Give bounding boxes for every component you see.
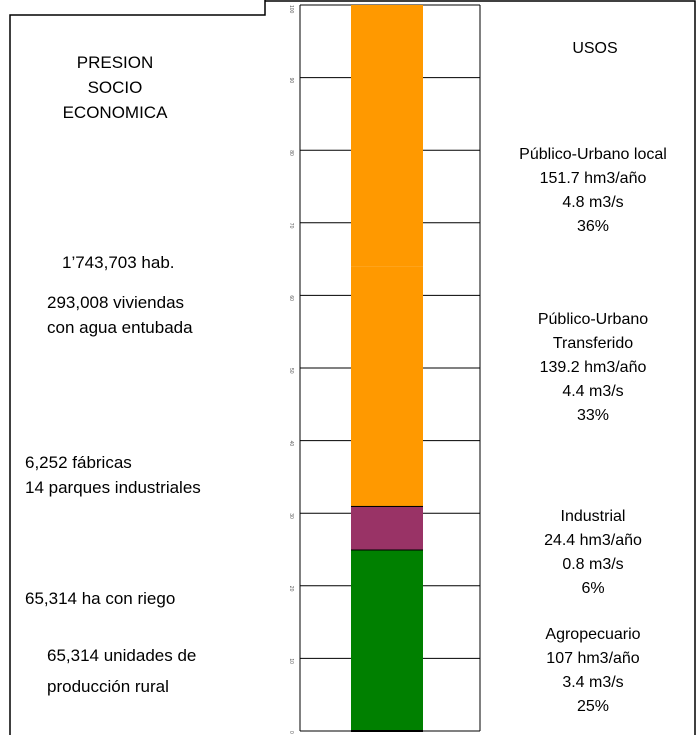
y-tick-label: 90 [288, 78, 294, 84]
right-title: USOS [572, 40, 618, 57]
bar-segment [351, 505, 423, 550]
value-label: 36% [576, 218, 610, 235]
usage-name: Público-Urbano local [519, 146, 667, 163]
annotation: 293,008 viviendas [47, 293, 185, 312]
usage-block: Industrial 24.4 hm3/año 0.8 m3/s 6% [498, 505, 688, 601]
usage-block: Agropecuario 107 hm3/año 3.4 m3/s 25% [498, 623, 688, 719]
usage-volume: 24.4 hm3/año [544, 532, 642, 549]
annotation: 65,314 unidades de [47, 646, 197, 665]
bar-segment [351, 266, 423, 506]
left-title: PRESION SOCIO ECONOMICA [62, 53, 168, 122]
frame [9, 0, 266, 735]
usage-name: Industrial [560, 508, 626, 525]
y-tick-label: 20 [288, 586, 294, 592]
value-label: 6% [581, 580, 605, 597]
y-tick-label: 0 [288, 731, 294, 734]
value-label: 33% [576, 407, 610, 424]
usage-name: Agropecuario [545, 626, 641, 643]
annotation: 1’743,703 hab. [62, 253, 175, 272]
usage-name: Público-Urbano Transferido [537, 311, 649, 352]
usage-volume: 139.2 hm3/año [539, 359, 647, 376]
value-label: 25% [576, 698, 610, 715]
usage-flow: 4.4 m3/s [562, 383, 624, 400]
y-tick-label: 70 [288, 223, 294, 229]
annotation: con agua entubada [47, 318, 193, 337]
usage-block: Público-Urbano Transferido 139.2 hm3/año 4… [498, 308, 688, 428]
annotation: producción rural [47, 677, 169, 696]
usage-volume: 151.7 hm3/año [539, 170, 647, 187]
annotation: 65,314 ha con riego [25, 589, 176, 608]
usage-flow: 0.8 m3/s [562, 556, 624, 573]
annotation: 6,252 fábricas [25, 453, 132, 472]
usage-volume: 107 hm3/año [546, 650, 640, 667]
y-tick-label: 80 [288, 150, 294, 156]
y-tick-label: 40 [288, 441, 294, 447]
y-tick-label: 30 [288, 513, 294, 519]
annotation: 14 parques industriales [25, 478, 201, 497]
frame [265, 0, 696, 735]
y-tick-label: 60 [288, 295, 294, 301]
usage-flow: 4.8 m3/s [562, 194, 624, 211]
usage-flow: 3.4 m3/s [562, 674, 624, 691]
bar-segment [351, 5, 423, 267]
y-tick-label: 50 [288, 368, 294, 374]
bar-segment [351, 549, 423, 731]
y-tick-label: 100 [288, 5, 294, 14]
y-tick-label: 10 [288, 658, 294, 664]
usage-block: Público-Urbano local 151.7 hm3/año 4.8 m3/… [498, 143, 688, 239]
